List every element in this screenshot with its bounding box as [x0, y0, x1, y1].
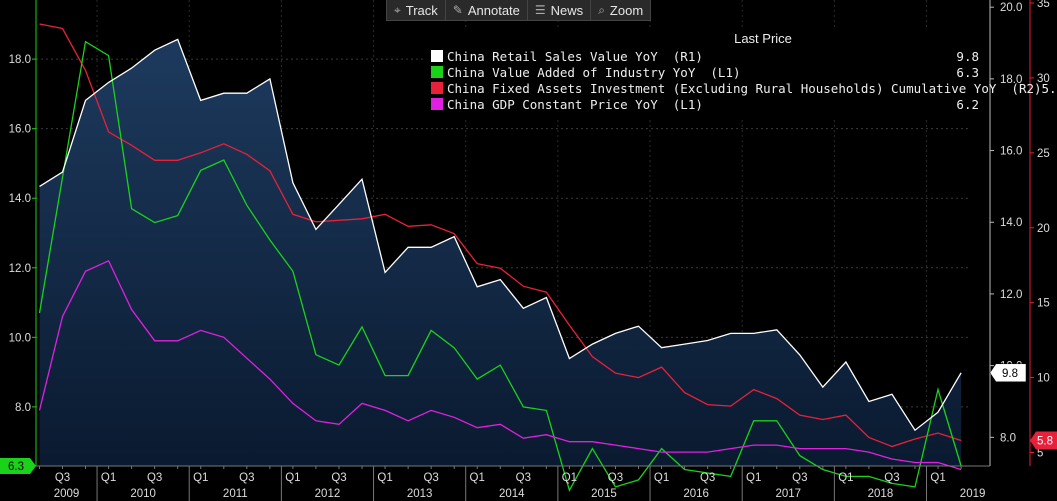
x-tick-label: Q3	[423, 472, 438, 484]
legend-item-industry[interactable]: China Value Added of Industry YoY (L1) 6…	[423, 64, 983, 80]
zoom-button[interactable]: ⌕ Zoom	[598, 2, 644, 18]
x-year-label: 2014	[499, 488, 525, 500]
legend-swatch	[431, 66, 443, 78]
chart-toolbar: ⌖ Track ✎ Annotate ☰ News ⌕ Zoom	[386, 0, 652, 21]
track-button[interactable]: ⌖ Track	[387, 0, 446, 20]
x-year-label: 2018	[868, 488, 894, 500]
x-tick-label: Q1	[562, 472, 577, 484]
x-tick-label: Q1	[285, 472, 300, 484]
x-tick-label: Q1	[746, 472, 761, 484]
right1-tick-label: 16.0	[1000, 146, 1022, 158]
right1-tick-label: 12.0	[1000, 289, 1022, 301]
left-last-value-tag	[0, 458, 36, 474]
x-year-label: 2015	[591, 488, 617, 500]
x-tick-label: Q3	[55, 472, 70, 484]
x-tick-label: Q1	[193, 472, 208, 484]
legend-item-label: China GDP Constant Price YoY (L1)	[447, 96, 703, 112]
right2-tick-label: 10	[1037, 373, 1050, 385]
news-button[interactable]: ☰ News	[528, 0, 592, 20]
x-year-label: 2016	[683, 488, 709, 500]
legend-item-value: 6.2	[956, 96, 979, 112]
x-year-label: 2013	[407, 488, 433, 500]
x-tick-label: Q1	[654, 472, 669, 484]
right2-last-value: 5.8	[1037, 436, 1053, 448]
series-line-2	[39, 23, 962, 448]
x-tick-label: Q3	[239, 472, 254, 484]
x-tick-label: Q3	[700, 472, 715, 484]
left-tick-label: 8.0	[15, 402, 31, 414]
x-tick-label: Q1	[101, 472, 116, 484]
series-line-3	[38, 259, 962, 471]
news-icon: ☰	[534, 3, 546, 17]
x-tick-label: Q3	[516, 472, 531, 484]
x-year-label: 2017	[775, 488, 801, 500]
series-area-0	[39, 39, 962, 467]
legend-item-label: China Retail Sales Value YoY (R1)	[447, 48, 703, 64]
legend-item-label: China Fixed Assets Investment (Excluding…	[447, 80, 1042, 96]
right2-last-value-tag	[1030, 431, 1057, 450]
right2-tick-label: 20	[1037, 223, 1050, 235]
legend-swatch	[431, 98, 443, 110]
x-tick-label: Q3	[884, 472, 899, 484]
legend-item-fixed-assets[interactable]: China Fixed Assets Investment (Excluding…	[423, 80, 1057, 96]
right1-tick-label: 18.0	[1000, 74, 1022, 86]
magnifier-icon: ⌕	[598, 2, 605, 17]
legend-item-value: 9.8	[956, 48, 979, 64]
x-year-label: 2009	[54, 488, 80, 500]
right2-tick-label: 15	[1037, 298, 1050, 310]
x-year-label: 2011	[223, 488, 248, 500]
legend-panel: Last Price China Retail Sales Value YoY …	[423, 28, 1057, 117]
right2-tick-label: 25	[1037, 148, 1050, 160]
x-year-label: 2019	[960, 488, 986, 500]
right2-tick-label: 5	[1037, 448, 1043, 460]
right2-tick-label: 35	[1037, 0, 1050, 10]
crosshair-icon: ⌖	[394, 2, 401, 17]
legend-item-value: 6.3	[956, 64, 979, 80]
x-year-label: 2012	[315, 488, 341, 500]
right1-tick-label: 20.0	[1000, 2, 1022, 14]
legend-item-gdp[interactable]: China GDP Constant Price YoY (L1) 6.2	[423, 96, 983, 112]
x-tick-label: Q3	[331, 472, 346, 484]
x-tick-label: Q1	[930, 472, 945, 484]
right2-tick-label: 30	[1037, 73, 1050, 85]
x-tick-label: Q3	[608, 472, 623, 484]
x-tick-label: Q1	[377, 472, 392, 484]
right1-tick-label: 8.0	[1000, 432, 1016, 444]
left-tick-label: 10.0	[9, 332, 31, 344]
left-tick-label: 12.0	[9, 263, 31, 275]
legend-item-label: China Value Added of Industry YoY (L1)	[447, 64, 741, 80]
annotate-button[interactable]: ✎ Annotate	[446, 0, 528, 20]
legend-swatch	[431, 50, 443, 62]
series-line-1	[38, 40, 962, 492]
right1-last-value-tag	[989, 363, 1027, 383]
legend-swatch	[431, 82, 443, 94]
right1-last-value: 9.8	[1002, 368, 1018, 380]
left-last-value: 6.3	[8, 461, 24, 473]
legend-header: Last Price	[734, 31, 792, 46]
left-tick-label: 14.0	[9, 193, 31, 205]
x-tick-label: Q1	[470, 472, 485, 484]
x-tick-label: Q3	[147, 472, 162, 484]
series-line-0	[39, 38, 962, 432]
pencil-icon: ✎	[452, 3, 463, 17]
legend-item-value: 5.8	[1041, 80, 1057, 96]
right1-tick-label: 14.0	[1000, 217, 1022, 229]
x-year-label: 2010	[130, 488, 156, 500]
left-tick-label: 16.0	[9, 124, 31, 136]
left-tick-label: 18.0	[9, 54, 31, 66]
x-tick-label: Q1	[838, 472, 853, 484]
x-tick-label: Q3	[792, 472, 807, 484]
legend-item-retail-sales[interactable]: China Retail Sales Value YoY (R1) 9.8	[423, 48, 983, 64]
